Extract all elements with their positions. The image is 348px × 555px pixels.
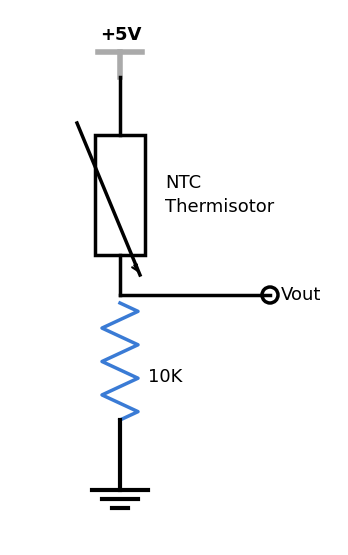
- Text: Vout: Vout: [281, 286, 321, 304]
- Text: +5V: +5V: [100, 26, 141, 44]
- Text: 10K: 10K: [148, 367, 182, 386]
- Text: Thermisotor: Thermisotor: [165, 198, 274, 216]
- Text: NTC: NTC: [165, 174, 201, 192]
- Bar: [95, 135, 145, 255]
